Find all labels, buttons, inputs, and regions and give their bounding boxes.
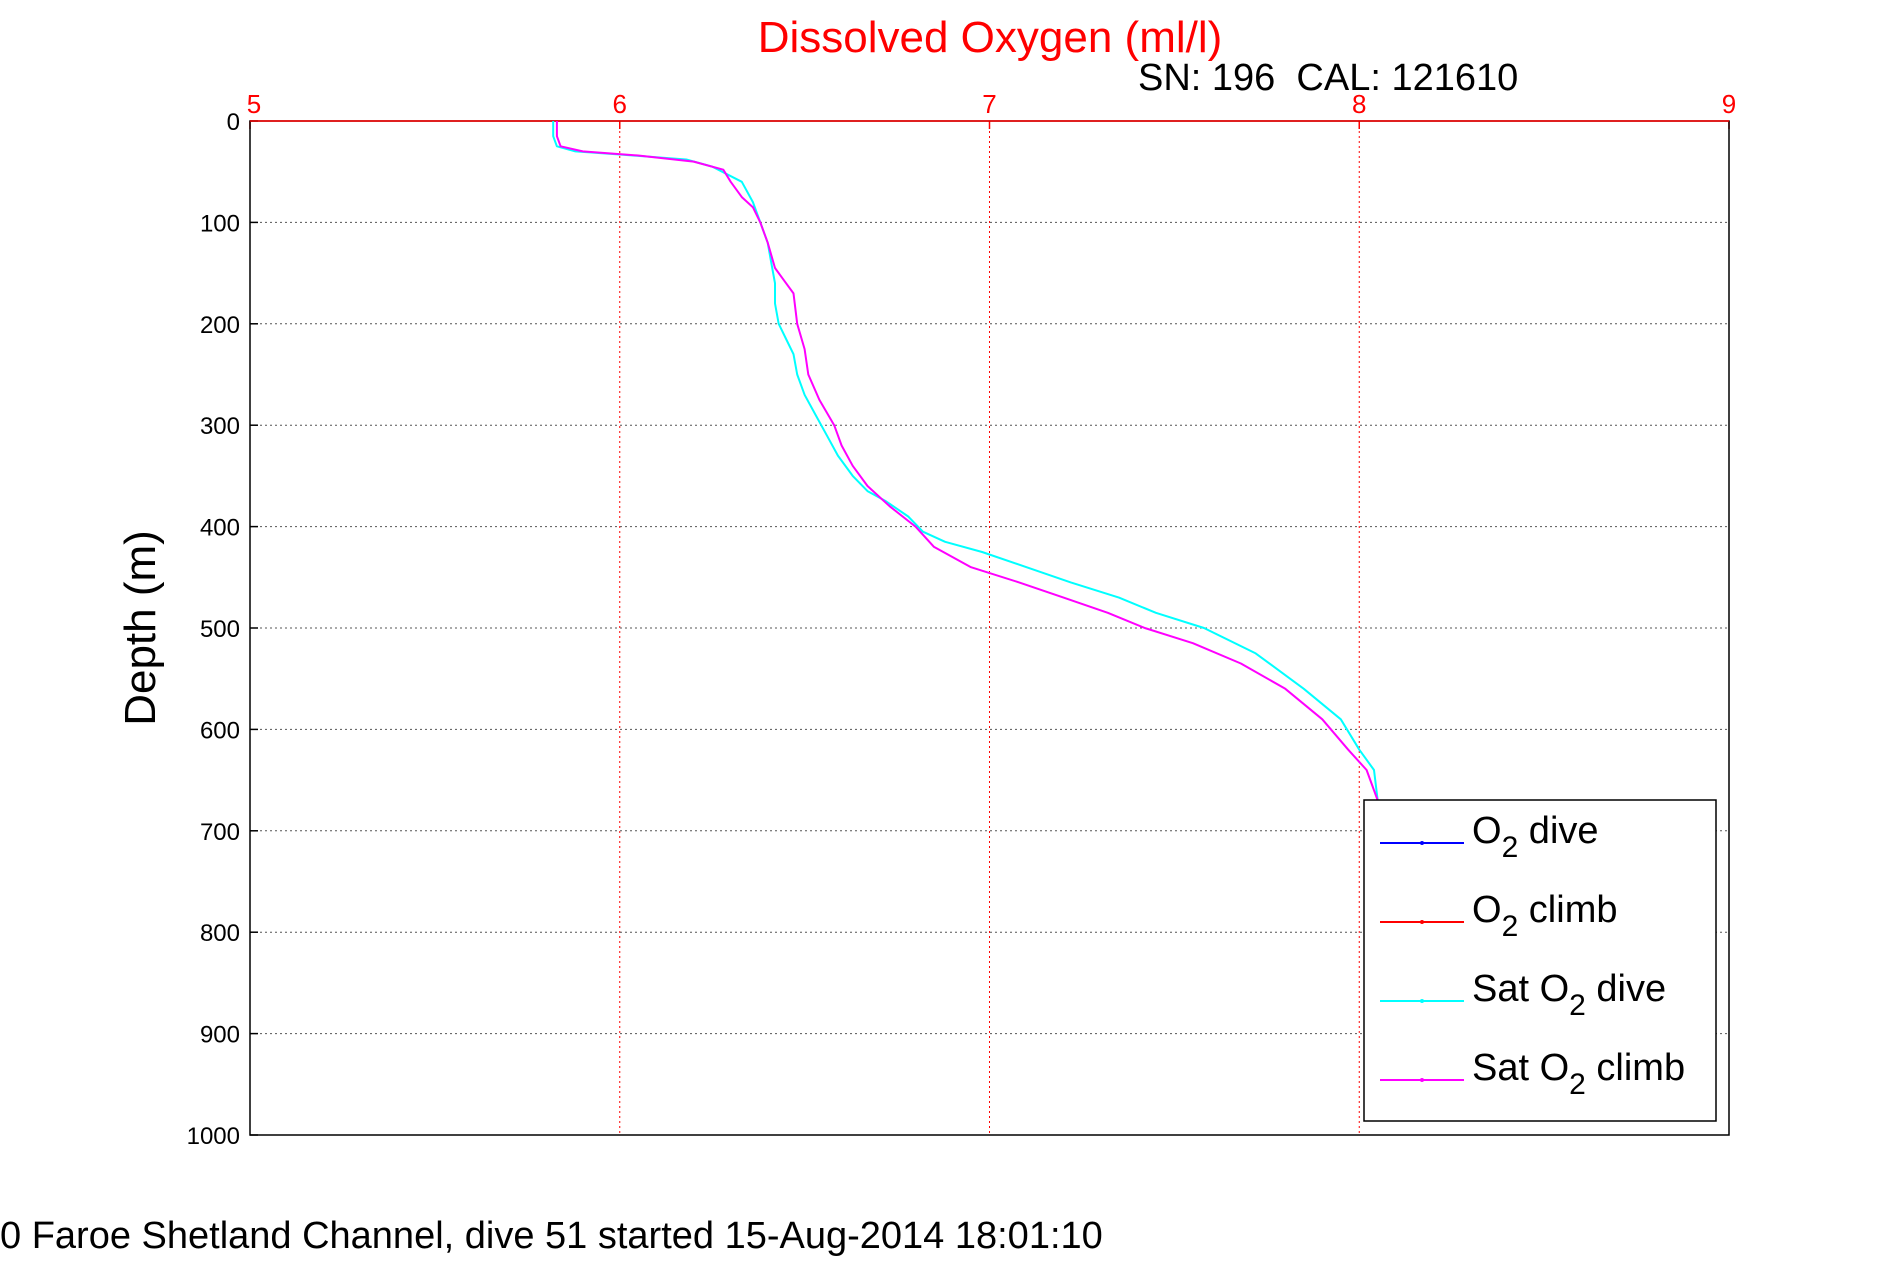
legend-label: Sat O2 dive <box>1472 968 1666 1022</box>
x-tick-label: 5 <box>247 89 261 119</box>
y-tick-label: 100 <box>200 210 240 237</box>
x-tick-label: 9 <box>1722 89 1736 119</box>
legend: O2 dive O2 climb Sat O2 dive Sat O2 climb <box>1363 799 1717 1122</box>
y-tick-label: 400 <box>200 515 240 542</box>
y-tick-labels: 0 100 200 300 400 500 600 700 800 900 1000 <box>187 109 240 1150</box>
y-tick-label: 0 <box>227 109 240 136</box>
y-tick-label: 600 <box>200 717 240 744</box>
legend-marker <box>1420 841 1424 845</box>
series-line-sat-o2-dive <box>552 121 1379 801</box>
x-tick-label: 8 <box>1352 89 1366 119</box>
series-line-sat-o2-climb <box>555 121 1379 801</box>
grid-lines <box>249 120 1730 1136</box>
footer-caption: 0 Faroe Shetland Channel, dive 51 starte… <box>0 1215 1103 1257</box>
legend-box <box>1363 799 1717 1122</box>
y-tick-label: 500 <box>200 616 240 643</box>
x-tick-label: 7 <box>982 89 996 119</box>
y-tick-label: 300 <box>200 413 240 440</box>
chart-subtitle: SN: 196 CAL: 121610 <box>1138 57 1518 99</box>
y-tick-label: 700 <box>200 819 240 846</box>
chart-title: Dissolved Oxygen (ml/l) <box>758 13 1223 62</box>
y-tick-label: 1000 <box>187 1123 240 1150</box>
x-tick-labels: 5 6 7 8 9 <box>247 89 1736 119</box>
legend-marker <box>1420 920 1424 924</box>
legend-label: O2 climb <box>1472 889 1617 943</box>
x-tick-label: 6 <box>613 89 627 119</box>
y-axis-label: Depth (m) <box>116 530 165 726</box>
y-tick-label: 900 <box>200 1022 240 1049</box>
y-tick-label: 200 <box>200 312 240 339</box>
data-series <box>552 121 1379 801</box>
y-tick-label: 800 <box>200 920 240 947</box>
legend-label: O2 dive <box>1472 810 1599 864</box>
legend-label: Sat O2 climb <box>1472 1047 1685 1101</box>
legend-marker <box>1420 999 1424 1003</box>
legend-marker <box>1420 1078 1424 1082</box>
